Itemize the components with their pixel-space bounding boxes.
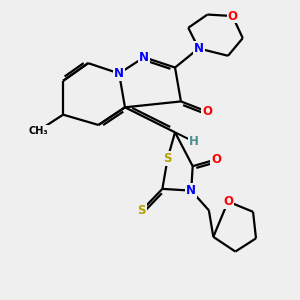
Text: S: S	[137, 204, 146, 217]
Text: O: O	[223, 195, 233, 208]
Text: N: N	[194, 42, 204, 55]
Text: H: H	[189, 135, 199, 148]
Text: O: O	[227, 10, 237, 22]
Text: N: N	[114, 67, 124, 80]
Text: CH₃: CH₃	[28, 126, 48, 136]
Text: O: O	[211, 153, 221, 166]
Text: N: N	[139, 51, 149, 64]
Text: N: N	[186, 184, 196, 197]
Text: S: S	[164, 152, 172, 165]
Text: O: O	[202, 105, 212, 118]
